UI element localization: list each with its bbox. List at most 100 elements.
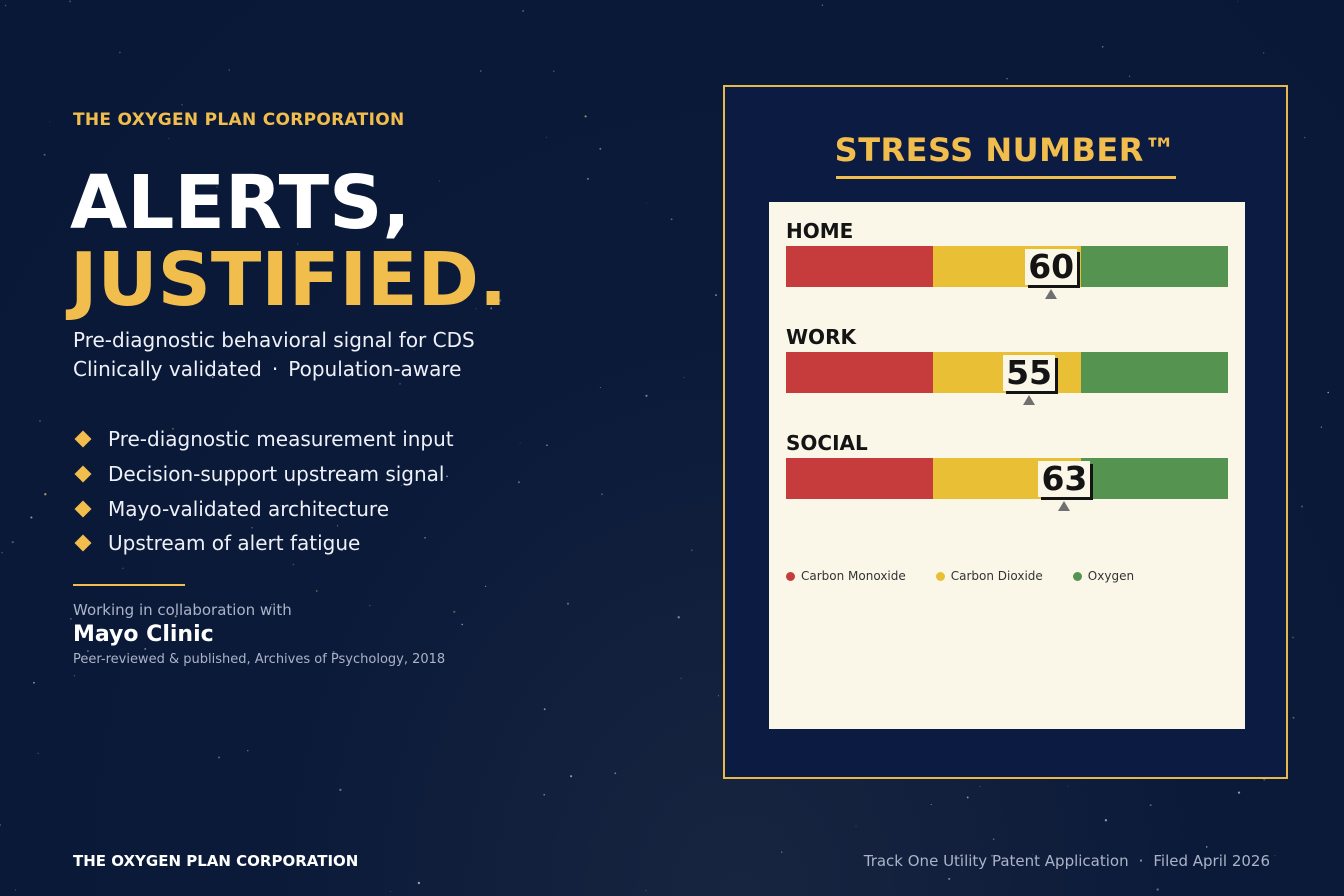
star (251, 527, 253, 529)
subtitle-separator: · (271, 357, 279, 381)
star (417, 881, 421, 885)
star (414, 349, 416, 351)
subtitle-line-1: Pre-diagnostic behavioral signal for CDS (73, 328, 475, 352)
star (1156, 888, 1159, 891)
star (600, 493, 603, 496)
legend-label: Carbon Dioxide (950, 569, 1043, 583)
star (979, 786, 981, 788)
star (1301, 505, 1303, 508)
gauge-marker-triangle-icon (1058, 501, 1071, 511)
star (1006, 78, 1008, 80)
star (39, 420, 41, 422)
feature-text: Mayo-validated architecture (108, 496, 390, 521)
gauge-marker-triangle-icon (1023, 395, 1036, 405)
star (645, 202, 647, 204)
star (821, 4, 824, 6)
star (1067, 785, 1069, 787)
star (168, 138, 170, 140)
star (271, 604, 273, 606)
legend-dot-icon (935, 571, 945, 581)
star (453, 610, 456, 613)
feature-list: Pre-diagnostic measurement input Decisio… (73, 422, 454, 561)
gauge-label-work: WORK (786, 325, 856, 349)
star (1274, 855, 1276, 856)
company-name: THE OXYGEN PLAN CORPORATION (73, 110, 405, 130)
star (339, 788, 342, 792)
star (1, 552, 3, 554)
star (599, 387, 601, 388)
diamond-bullet-icon (74, 430, 92, 448)
gauge-bar-home (786, 246, 1228, 287)
star (49, 121, 51, 123)
star (519, 442, 521, 444)
star (86, 650, 89, 652)
star (1237, 791, 1241, 794)
star (485, 585, 487, 588)
star (197, 344, 199, 347)
star (480, 70, 482, 72)
footer-filing: Track One Utility Patent Application · Fil… (864, 852, 1270, 870)
star (522, 10, 524, 12)
star (390, 890, 392, 892)
legend-dot-icon (1072, 571, 1082, 581)
star (1327, 391, 1329, 394)
gauge-zone-segment (1080, 352, 1228, 393)
star (70, 618, 72, 620)
star (0, 824, 1, 826)
star (475, 308, 477, 310)
star (645, 394, 648, 397)
star (426, 259, 428, 261)
star (119, 51, 121, 54)
star (1032, 854, 1034, 855)
feature-text: Decision-support upstream signal (108, 462, 445, 487)
feature-item: Pre-diagnostic measurement input (73, 422, 454, 457)
star (1303, 136, 1306, 139)
star (216, 186, 218, 188)
footer-separator: · (1138, 852, 1144, 870)
diamond-bullet-icon (74, 465, 92, 483)
star (715, 294, 717, 297)
feature-text: Pre-diagnostic measurement input (108, 427, 454, 452)
star (993, 838, 995, 840)
star (247, 750, 249, 752)
gauge-zone-segment (786, 352, 934, 393)
star (401, 484, 403, 486)
star (543, 793, 546, 796)
star (680, 677, 682, 680)
gauge-zone-segment (1080, 246, 1228, 287)
gauge-zone-segment (1080, 458, 1228, 499)
headline-line-2: JUSTIFIED. (70, 237, 508, 323)
star (690, 549, 693, 552)
star (990, 854, 994, 857)
star (297, 243, 299, 245)
star (172, 427, 174, 430)
gauge-value-social: 63 (1038, 461, 1091, 497)
star (543, 708, 546, 711)
star (584, 115, 587, 118)
star (553, 70, 555, 72)
gauge-zone-segment (786, 458, 934, 499)
star (332, 650, 335, 654)
feature-item: Decision-support upstream signal (73, 457, 454, 492)
legend-label: Oxygen (1087, 569, 1135, 583)
legend-label: Carbon Monoxide (801, 569, 906, 583)
footer-company: THE OXYGEN PLAN CORPORATION (73, 852, 359, 870)
star (1237, 0, 1239, 2)
star (15, 889, 17, 891)
legend-dot-icon (786, 571, 795, 581)
star (781, 851, 783, 853)
diamond-bullet-icon (74, 534, 92, 552)
star (399, 383, 401, 385)
star (438, 180, 440, 182)
star (336, 525, 339, 527)
gauge-value-home: 60 (1025, 249, 1078, 285)
star (499, 299, 502, 302)
star (461, 623, 463, 626)
star (292, 563, 295, 566)
legend-item: Oxygen (1072, 569, 1135, 583)
star (1149, 804, 1152, 807)
star (546, 444, 548, 447)
star (1263, 52, 1265, 54)
star (4, 4, 7, 7)
star (614, 772, 617, 775)
